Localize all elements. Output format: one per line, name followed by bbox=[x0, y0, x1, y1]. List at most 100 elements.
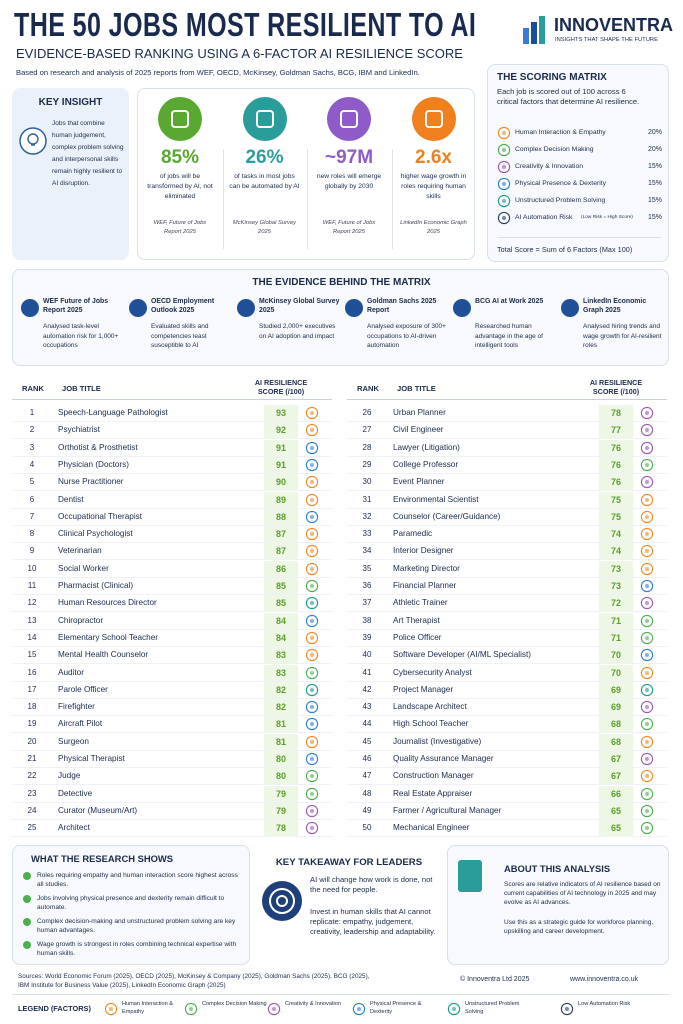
icon-graphic bbox=[305, 458, 319, 472]
icon-graphic bbox=[447, 1002, 461, 1016]
factor-icon bbox=[640, 510, 654, 524]
evidence-item-text: Analysed exposure of 300+ occupations to… bbox=[367, 323, 446, 349]
rank: 22 bbox=[27, 771, 37, 781]
icon-graphic bbox=[640, 424, 654, 437]
icon-graphic bbox=[640, 666, 654, 679]
icon-graphic bbox=[305, 424, 319, 437]
score: 84 bbox=[264, 612, 298, 629]
job-title: Software Developer (AI/ML Specialist) bbox=[393, 650, 532, 660]
takeaway-panel: KEY TAKEAWAY FOR LEADERS AI will change h… bbox=[258, 845, 440, 965]
legend-item: Creativity & Innovation bbox=[285, 1001, 341, 1007]
stat-source: WEF, Future of Jobs Report 2025 bbox=[153, 220, 207, 235]
legend-title: LEGEND (FACTORS) bbox=[18, 1004, 91, 1013]
factor-icon bbox=[305, 493, 319, 507]
factor-icon bbox=[640, 423, 654, 437]
job-title: High School Teacher bbox=[393, 719, 469, 729]
score: 84 bbox=[264, 629, 298, 646]
icon-graphic bbox=[640, 631, 654, 645]
job-title: Civil Engineer bbox=[393, 425, 444, 435]
rank: 28 bbox=[362, 442, 372, 452]
legend-item: Physical Presence & Dexterity bbox=[370, 1001, 422, 1015]
job-title: Cybersecurity Analyst bbox=[393, 667, 472, 677]
factor-icon bbox=[640, 458, 654, 472]
score: 75 bbox=[599, 508, 633, 525]
about-p2: Use this as a strategic guide for workfo… bbox=[504, 919, 654, 935]
stat-text: new roles will emerge globally by 2030 bbox=[316, 173, 382, 190]
rank: 45 bbox=[362, 736, 372, 746]
score: 86 bbox=[264, 560, 298, 577]
icon-graphic bbox=[305, 597, 319, 610]
evidence-item-title: BCG AI at Work 2025 bbox=[475, 298, 544, 305]
check bbox=[23, 895, 31, 903]
score: 79 bbox=[264, 785, 298, 802]
rank: 35 bbox=[362, 563, 372, 573]
score: 93 bbox=[264, 405, 298, 421]
factor-weight: 20% bbox=[647, 129, 662, 136]
score: 73 bbox=[599, 560, 633, 577]
job-title: Urban Planner bbox=[393, 408, 446, 417]
stat-value: ~97M bbox=[324, 147, 374, 168]
rank: 13 bbox=[27, 615, 37, 625]
col-header: RANK bbox=[22, 384, 44, 393]
rank: 5 bbox=[29, 477, 35, 487]
score: 71 bbox=[599, 629, 633, 646]
rank: 40 bbox=[362, 650, 372, 660]
row-rule bbox=[347, 559, 667, 561]
icon-graphic bbox=[497, 126, 511, 140]
evidence-item-text: Evaluated skills and competencies least … bbox=[151, 323, 209, 349]
legend-item: Unstructured Problem Solving bbox=[465, 1001, 520, 1015]
score: 65 bbox=[599, 802, 633, 819]
row-rule bbox=[12, 524, 332, 526]
rank: 18 bbox=[27, 702, 37, 712]
job-title: Event Planner bbox=[393, 477, 445, 487]
job-title: Orthotist & Prosthetist bbox=[58, 442, 138, 452]
job-title: Auditor bbox=[58, 667, 84, 677]
stat-icon bbox=[158, 97, 202, 141]
icon-graphic bbox=[640, 545, 654, 558]
factor-icon bbox=[640, 527, 654, 541]
evidence-item-text: Researched human advantage in the age of… bbox=[475, 323, 543, 349]
score: 78 bbox=[264, 820, 298, 837]
factor-icon bbox=[305, 510, 319, 524]
job-title: Architect bbox=[58, 823, 90, 833]
job-title: Construction Manager bbox=[393, 771, 474, 781]
rank: 37 bbox=[362, 598, 372, 608]
row-rule bbox=[12, 455, 332, 457]
evidence-item-text: Studied 2,000+ executives on AI adoption… bbox=[259, 323, 336, 340]
factor-icon bbox=[560, 1002, 574, 1016]
logo-mark bbox=[522, 16, 548, 44]
row-rule bbox=[347, 697, 667, 699]
icon-graphic bbox=[640, 649, 654, 662]
rank: 49 bbox=[362, 805, 372, 815]
stat-text: of tasks in most jobs can be automated b… bbox=[229, 173, 300, 190]
matrix-total: Total Score = Sum of 6 Factors (Max 100) bbox=[497, 245, 633, 254]
icon-graphic bbox=[305, 718, 319, 731]
rank: 33 bbox=[362, 529, 372, 539]
icon-graphic bbox=[305, 441, 319, 454]
icon-graphic bbox=[640, 718, 654, 731]
takeaway-lead: AI will change how work is done, not the… bbox=[310, 875, 433, 894]
about-title: ABOUT THIS ANALYSIS bbox=[504, 863, 611, 874]
job-title: Dentist bbox=[58, 494, 84, 504]
research-title: WHAT THE RESEARCH SHOWS bbox=[31, 853, 174, 864]
icon-graphic bbox=[640, 527, 654, 541]
row-rule bbox=[347, 732, 667, 734]
row-rule bbox=[347, 472, 667, 474]
job-title: Psychiatrist bbox=[58, 425, 100, 435]
score: 68 bbox=[599, 716, 633, 733]
logo-bars bbox=[523, 16, 545, 44]
row-rule bbox=[12, 594, 332, 595]
row-rule bbox=[347, 663, 667, 665]
icon-graphic bbox=[640, 752, 654, 766]
job-title: Journalist (Investigative) bbox=[393, 736, 482, 746]
row-rule bbox=[12, 697, 332, 699]
row-rule bbox=[12, 438, 332, 440]
score: 83 bbox=[264, 647, 298, 664]
factor-weight: 15% bbox=[647, 180, 662, 187]
key-insight: KEY INSIGHT Jobs that combine human judge… bbox=[12, 88, 129, 260]
stat-source: McKinsey Global Survey 2025 bbox=[232, 220, 297, 235]
score: 85 bbox=[264, 595, 298, 612]
rank: 26 bbox=[362, 408, 372, 417]
score: 75 bbox=[599, 491, 633, 508]
stat-icon bbox=[411, 97, 456, 141]
